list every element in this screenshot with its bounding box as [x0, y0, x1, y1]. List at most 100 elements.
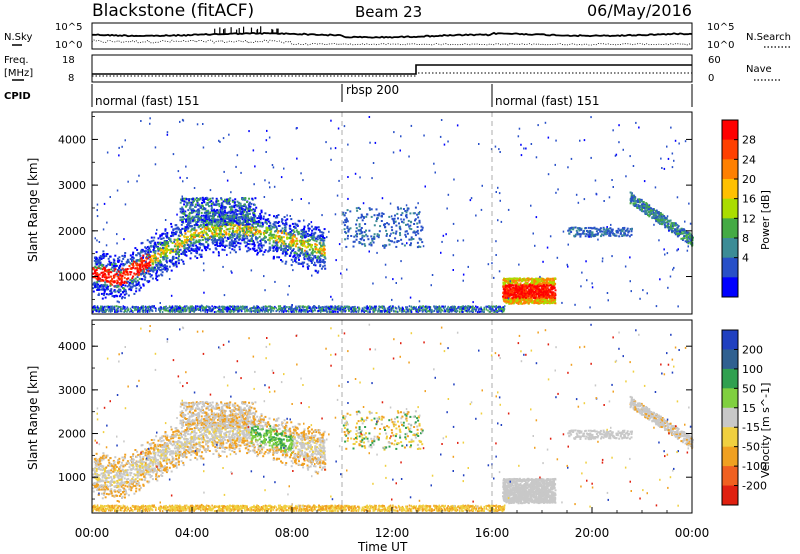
power-cell [129, 262, 132, 265]
power-cell [191, 228, 193, 231]
power-cell [207, 215, 210, 218]
power-cell [126, 285, 129, 288]
nsky-traces [91, 26, 693, 46]
power-cell [295, 261, 298, 264]
power-cell [179, 201, 182, 204]
power-cell [418, 306, 420, 309]
power-cell [114, 263, 117, 265]
power-cell [219, 220, 222, 223]
power-cell [301, 248, 304, 250]
power-cell [109, 283, 112, 285]
power-cell [366, 307, 368, 310]
power-cell [111, 305, 114, 308]
power-cell [217, 211, 220, 214]
power-cell [492, 308, 494, 311]
power-cell [248, 240, 251, 243]
power-cell [220, 244, 223, 247]
power-cell [502, 309, 504, 312]
power-cell [488, 305, 490, 308]
power-cell [269, 305, 271, 308]
power-cell [269, 224, 272, 227]
power-cell [160, 306, 162, 309]
power-cell [295, 310, 298, 313]
power-cell [156, 257, 159, 260]
power-cell [218, 205, 221, 208]
power-cell [215, 229, 218, 232]
power-cell [175, 238, 178, 241]
power-cell [147, 254, 150, 257]
power-cell [245, 309, 248, 312]
power-cell [153, 246, 155, 249]
power-cell [313, 227, 316, 230]
power-cell [437, 307, 439, 310]
power-cell [315, 244, 318, 246]
power-cell [195, 235, 198, 238]
power-cell [164, 240, 167, 243]
power-cell [96, 282, 98, 285]
power-cell [232, 306, 234, 309]
power-cell [183, 252, 185, 255]
power-cell [185, 305, 188, 308]
power-cell [433, 309, 436, 312]
power-cell [229, 210, 232, 213]
power-cell [246, 237, 249, 240]
power-cell [498, 306, 500, 309]
power-cell [204, 211, 207, 214]
power-cell [114, 268, 117, 271]
power-cell [223, 224, 226, 227]
power-cell [303, 261, 306, 264]
power-cell [125, 307, 127, 310]
power-cell [311, 229, 314, 232]
power-cell [93, 256, 96, 259]
power-cell [181, 306, 184, 309]
power-cell [138, 253, 141, 256]
power-cell [94, 309, 96, 311]
power-cell [198, 217, 201, 220]
power-cell [464, 305, 467, 308]
power-cell [310, 256, 312, 259]
power-cell [235, 217, 238, 220]
power-cell [367, 308, 369, 311]
power-cell [201, 218, 204, 221]
power-cell [219, 209, 222, 211]
power-cell [231, 217, 234, 220]
power-cell [251, 197, 254, 200]
power-cell [286, 218, 289, 221]
power-cell [244, 237, 247, 240]
power-cell [111, 263, 113, 266]
power-cell [304, 240, 307, 243]
power-cell [217, 225, 220, 228]
power-cell [194, 236, 196, 239]
power-cell [241, 205, 244, 207]
power-cell [188, 215, 191, 218]
power-cell [312, 235, 315, 238]
power-cell [476, 311, 479, 314]
power-cell [317, 309, 320, 312]
power-cell [104, 309, 106, 312]
power-cell [238, 233, 241, 236]
power-cell [213, 311, 216, 313]
power-cell [283, 305, 285, 308]
power-cell [177, 259, 180, 262]
power-cell [429, 306, 431, 309]
power-cell [192, 306, 194, 308]
power-cell [175, 253, 177, 256]
power-cell [116, 282, 119, 285]
power-cell [160, 252, 163, 255]
power-cell [243, 198, 246, 201]
power-cell [258, 309, 260, 312]
power-cell [197, 308, 200, 311]
power-cell [157, 237, 160, 240]
power-cell [297, 262, 300, 265]
power-cell [180, 311, 183, 313]
power-cell [107, 271, 110, 274]
power-cell [107, 276, 110, 279]
power-cell [123, 280, 126, 283]
power-cell [212, 239, 215, 242]
power-cell [167, 309, 170, 312]
power-cell [124, 306, 126, 309]
power-cell [375, 305, 377, 308]
power-cell [301, 236, 304, 239]
power-cell [266, 229, 269, 232]
power-cell [114, 310, 116, 313]
